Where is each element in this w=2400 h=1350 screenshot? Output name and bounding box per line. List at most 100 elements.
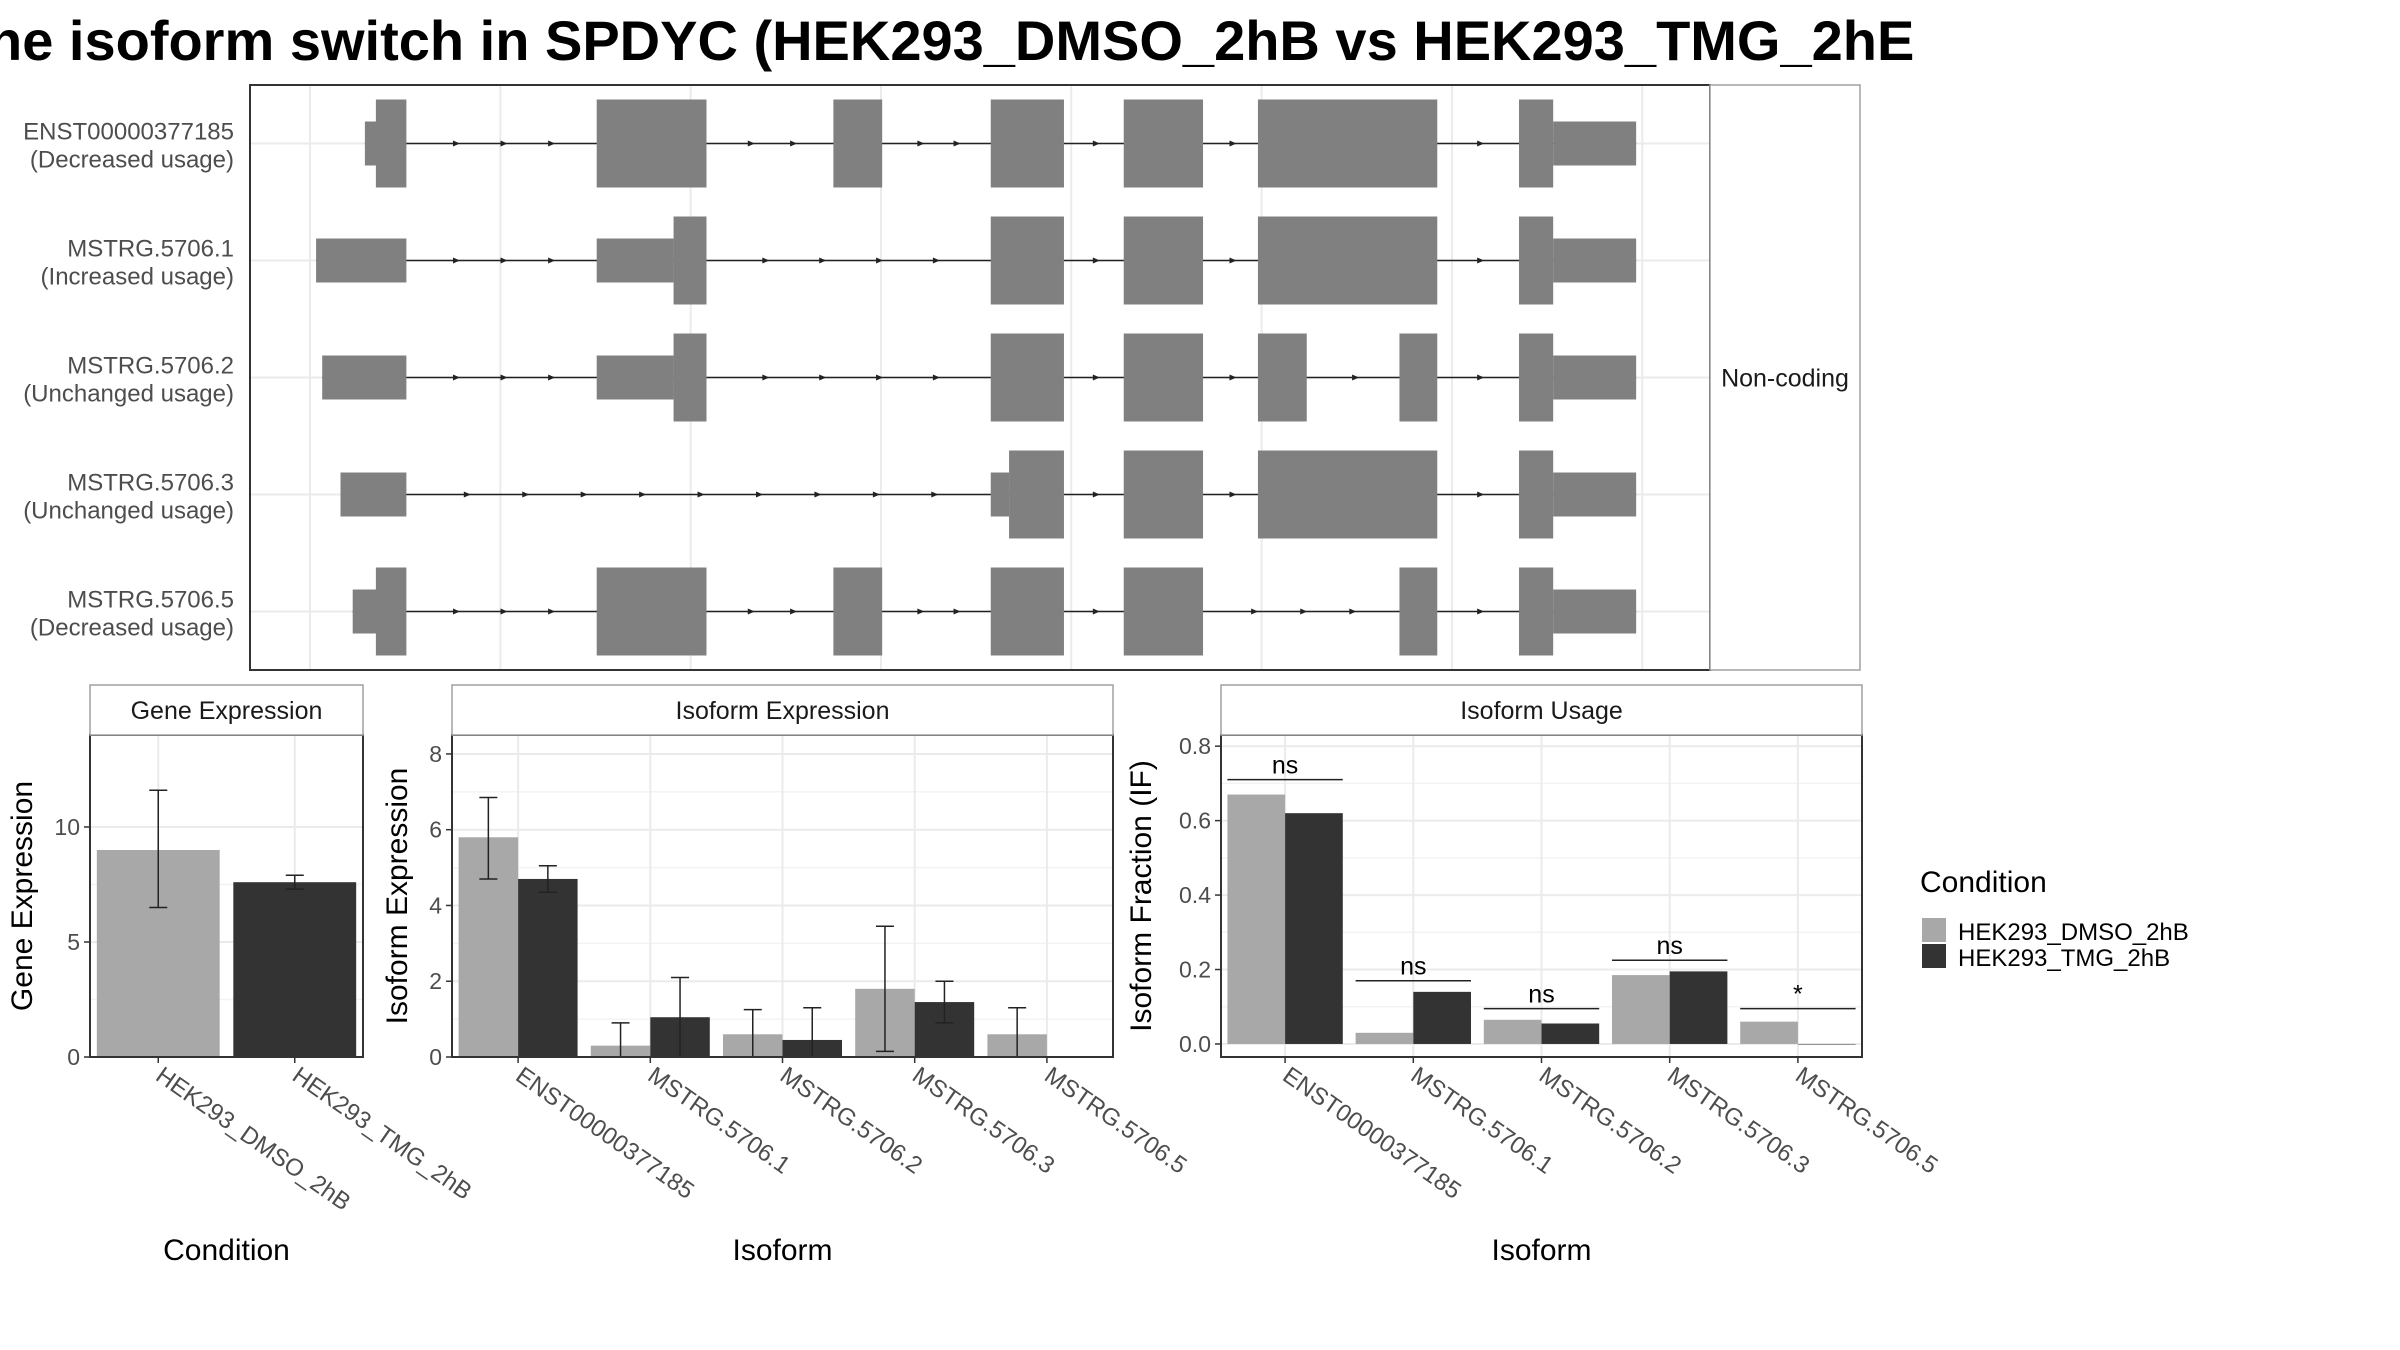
x-tick-label: MSTRG.5706.2: [775, 1062, 927, 1180]
coding-exon: [1123, 216, 1204, 305]
structure-strip-label: Non-coding: [1721, 365, 1849, 393]
intron-arrow: [1300, 608, 1308, 615]
bar: [1483, 1019, 1542, 1044]
utr-exon: [316, 238, 407, 283]
y-tick-label: 0.8: [1179, 733, 1211, 759]
coding-exon: [990, 216, 1064, 305]
intron-arrow: [747, 140, 755, 147]
y-tick-label: 6: [429, 817, 442, 843]
panel-strip-label: Isoform Expression: [676, 697, 890, 725]
coding-exon: [1519, 567, 1554, 656]
coding-exon: [1123, 99, 1204, 188]
bar: [1355, 1032, 1414, 1044]
intron-arrow: [548, 257, 556, 264]
isoform-status-label: (Increased usage): [41, 264, 234, 291]
legend-label-tmg: HEK293_TMG_2hB: [1958, 945, 2170, 972]
bar: [1413, 991, 1471, 1044]
utr-exon: [596, 355, 674, 400]
y-tick-label: 0: [429, 1044, 442, 1070]
legend-title: Condition: [1920, 866, 2047, 899]
intron-arrow: [500, 608, 508, 615]
intron-arrow: [522, 491, 530, 498]
intron-arrow: [876, 374, 884, 381]
intron-arrow: [762, 374, 770, 381]
coding-exon: [1257, 99, 1438, 188]
structure-strip: [1709, 84, 1861, 671]
intron-arrow: [1229, 374, 1237, 381]
intron-arrow: [548, 608, 556, 615]
x-axis-title: Condition: [163, 1234, 290, 1267]
intron-arrow: [500, 257, 508, 264]
intron-arrow: [1477, 374, 1485, 381]
intron-arrow: [872, 491, 880, 498]
coding-exon: [833, 567, 883, 656]
y-tick-label: 0.4: [1179, 882, 1211, 908]
x-tick-label: MSTRG.5706.3: [907, 1062, 1059, 1180]
coding-exon: [1123, 333, 1204, 422]
intron-arrow: [1229, 491, 1237, 498]
panel-strip: [89, 684, 364, 736]
intron-arrow: [1349, 608, 1357, 615]
coding-exon: [1519, 450, 1554, 539]
panel-strip-label: Gene Expression: [131, 697, 323, 725]
intron-arrow: [931, 491, 939, 498]
isoform-status-label: (Decreased usage): [30, 615, 234, 642]
intron-arrow: [639, 491, 647, 498]
intron-arrow: [452, 608, 460, 615]
x-tick-label: MSTRG.5706.3: [1662, 1062, 1814, 1180]
bar: [518, 878, 578, 1057]
y-tick-label: 0.2: [1179, 957, 1211, 983]
isoform-label: MSTRG.5706.2: [67, 353, 234, 380]
bar: [1285, 813, 1343, 1044]
intron-arrow: [756, 491, 764, 498]
intron-arrow: [1229, 257, 1237, 264]
utr-exon: [990, 472, 1010, 517]
coding-exon: [990, 333, 1064, 422]
utr-exon: [340, 472, 407, 517]
intron-arrow: [500, 374, 508, 381]
isoform-label: MSTRG.5706.1: [67, 236, 234, 263]
utr-exon: [1553, 589, 1637, 634]
bar: [1669, 971, 1728, 1044]
bar: [1541, 1023, 1600, 1044]
coding-exon: [1519, 99, 1554, 188]
intron-arrow: [1251, 608, 1259, 615]
y-tick-label: 4: [429, 892, 442, 918]
condition-legend: Condition HEK293_DMSO_2hB HEK293_TMG_2hB: [1920, 866, 2189, 972]
x-tick-label: MSTRG.5706.5: [1039, 1062, 1191, 1180]
bar: [1740, 1021, 1798, 1044]
bar: [1612, 975, 1670, 1044]
y-tick-label: 0.6: [1179, 808, 1211, 834]
intron-arrow: [697, 491, 705, 498]
isoform-label: MSTRG.5706.5: [67, 587, 234, 614]
coding-exon: [1257, 450, 1438, 539]
intron-arrow: [917, 608, 925, 615]
intron-arrow: [1352, 374, 1360, 381]
isoform-status-label: (Unchanged usage): [23, 381, 234, 408]
x-axis-title: Isoform: [1491, 1234, 1591, 1267]
intron-arrow: [814, 491, 822, 498]
utr-exon: [1553, 121, 1637, 166]
y-tick-label: 0: [67, 1044, 80, 1070]
bar: [233, 882, 357, 1057]
panel-strip-label: Isoform Usage: [1460, 697, 1623, 725]
intron-arrow: [762, 257, 770, 264]
isoform-label: MSTRG.5706.3: [67, 470, 234, 497]
intron-arrow: [1477, 491, 1485, 498]
significance-label: *: [1793, 981, 1803, 1009]
legend-swatch-tmg: [1922, 944, 1946, 968]
intron-arrow: [819, 374, 827, 381]
intron-arrow: [819, 257, 827, 264]
coding-exon: [1257, 216, 1438, 305]
utr-exon: [1553, 238, 1637, 283]
intron-arrow: [1477, 257, 1485, 264]
intron-arrow: [790, 608, 798, 615]
intron-arrow: [452, 374, 460, 381]
panel-strip: [1220, 684, 1863, 736]
x-tick-label: MSTRG.5706.5: [1790, 1062, 1942, 1180]
intron-arrow: [580, 491, 588, 498]
utr-exon: [596, 238, 674, 283]
coding-exon: [1123, 450, 1204, 539]
